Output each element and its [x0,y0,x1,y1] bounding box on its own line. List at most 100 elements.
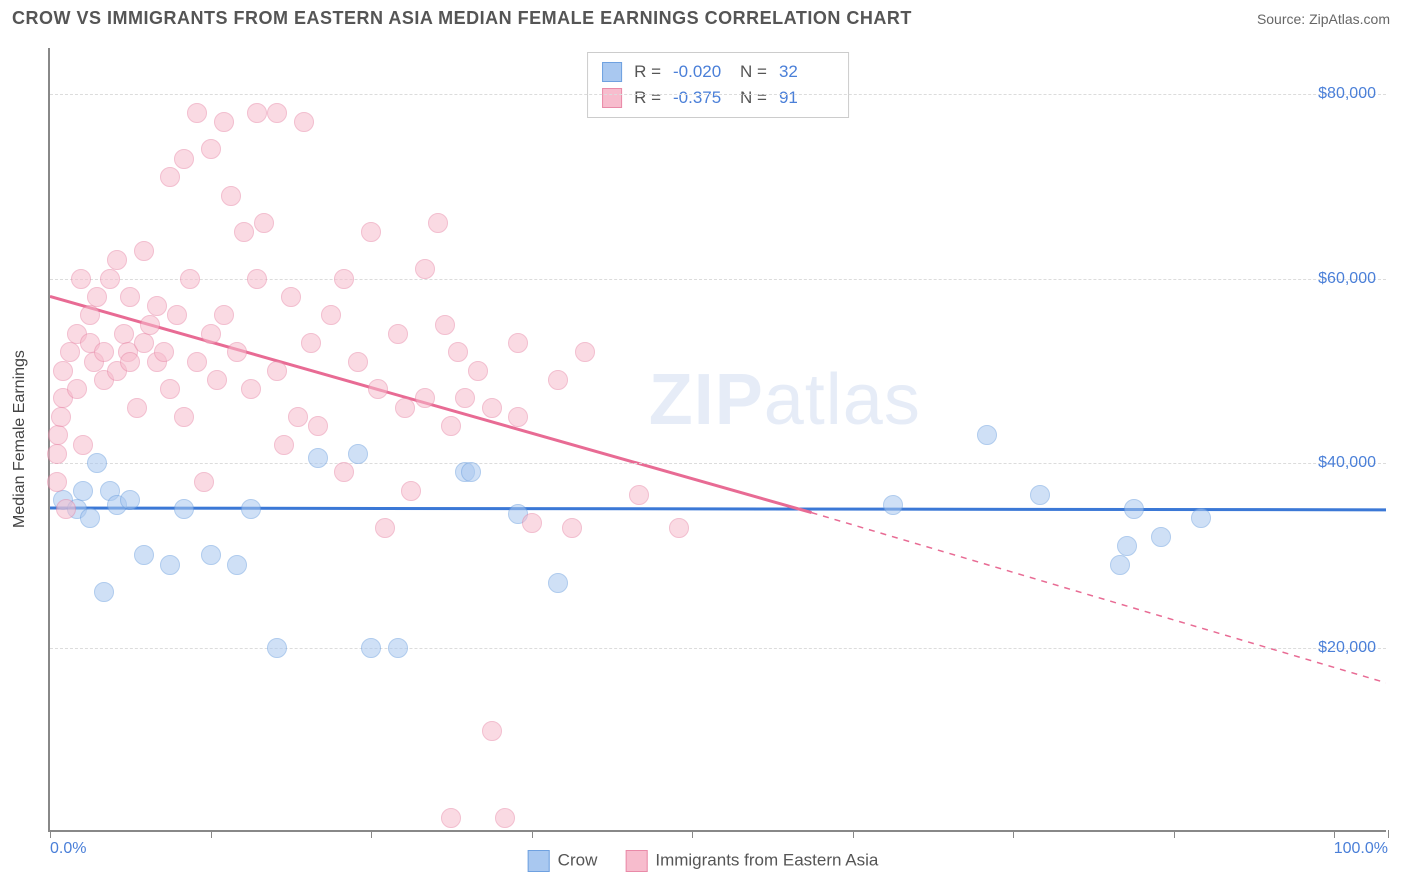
scatter-point [67,379,87,399]
scatter-point [241,499,261,519]
scatter-point [428,213,448,233]
scatter-point [548,573,568,593]
scatter-point [448,342,468,362]
x-tick-mark [1174,830,1175,838]
scatter-point [468,361,488,381]
scatter-point [221,186,241,206]
scatter-point [187,352,207,372]
x-tick-mark [211,830,212,838]
legend-swatch [602,88,622,108]
scatter-point [56,499,76,519]
y-tick-label: $20,000 [1318,639,1376,657]
r-value: -0.020 [673,59,728,85]
scatter-point [375,518,395,538]
legend-swatch [602,62,622,82]
stats-row: R = -0.375N = 91 [602,85,834,111]
x-tick-mark [692,830,693,838]
scatter-point [174,407,194,427]
scatter-point [321,305,341,325]
trend-lines-svg [50,48,1386,830]
scatter-point [180,269,200,289]
scatter-point [348,352,368,372]
scatter-point [1191,508,1211,528]
scatter-point [107,250,127,270]
scatter-point [100,269,120,289]
scatter-point [214,112,234,132]
scatter-point [214,305,234,325]
n-label: N = [740,85,767,111]
scatter-point [334,462,354,482]
scatter-point [301,333,321,353]
scatter-point [247,269,267,289]
scatter-point [53,361,73,381]
scatter-point [114,324,134,344]
scatter-point [348,444,368,464]
scatter-point [71,269,91,289]
scatter-point [134,241,154,261]
y-tick-label: $60,000 [1318,270,1376,288]
scatter-point [73,481,93,501]
scatter-point [134,333,154,353]
scatter-point [154,342,174,362]
n-value: 32 [779,59,834,85]
scatter-point [334,269,354,289]
scatter-point [977,425,997,445]
scatter-point [201,545,221,565]
scatter-point [47,444,67,464]
y-axis-label: Median Female Earnings [11,350,29,528]
gridline-horizontal [50,94,1386,95]
scatter-point [48,425,68,445]
scatter-point [267,103,287,123]
scatter-point [120,490,140,510]
scatter-point [120,287,140,307]
n-value: 91 [779,85,834,111]
legend-label: Crow [558,850,598,869]
scatter-point [174,149,194,169]
x-tick-label: 0.0% [50,840,86,858]
source-attribution: Source: ZipAtlas.com [1257,11,1390,27]
scatter-chart: Median Female Earnings ZIPatlas R = -0.0… [48,48,1386,832]
scatter-point [388,324,408,344]
scatter-point [1124,499,1144,519]
scatter-point [194,472,214,492]
scatter-point [140,315,160,335]
scatter-point [160,555,180,575]
scatter-point [441,808,461,828]
scatter-point [368,379,388,399]
scatter-point [241,379,261,399]
scatter-point [294,112,314,132]
scatter-point [508,333,528,353]
y-tick-label: $80,000 [1318,85,1376,103]
x-tick-mark [1388,830,1389,838]
scatter-point [227,555,247,575]
scatter-point [207,370,227,390]
trend-line [812,513,1386,683]
scatter-point [80,508,100,528]
scatter-point [94,582,114,602]
scatter-point [522,513,542,533]
scatter-point [134,545,154,565]
r-label: R = [634,59,661,85]
legend-swatch [528,850,550,872]
scatter-point [562,518,582,538]
scatter-point [51,407,71,427]
x-tick-mark [1334,830,1335,838]
scatter-point [201,139,221,159]
chart-title: CROW VS IMMIGRANTS FROM EASTERN ASIA MED… [12,8,912,29]
scatter-point [94,342,114,362]
scatter-point [147,296,167,316]
x-tick-mark [532,830,533,838]
scatter-point [227,342,247,362]
scatter-point [234,222,254,242]
scatter-point [482,721,502,741]
scatter-point [629,485,649,505]
scatter-point [127,398,147,418]
scatter-point [669,518,689,538]
scatter-point [160,379,180,399]
gridline-horizontal [50,463,1386,464]
scatter-point [174,499,194,519]
scatter-point [361,222,381,242]
scatter-point [247,103,267,123]
scatter-point [1117,536,1137,556]
scatter-point [201,324,221,344]
